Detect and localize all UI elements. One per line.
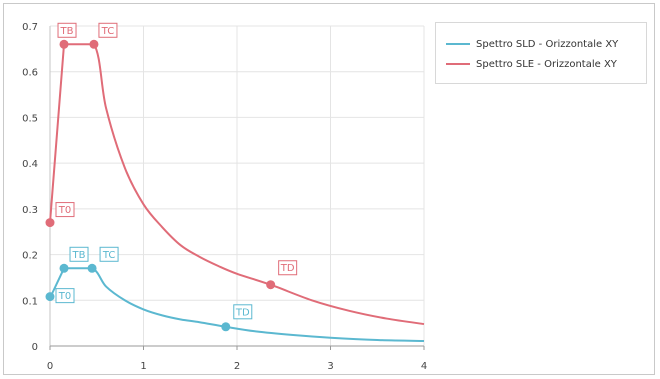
x-tick-label: 0 bbox=[47, 361, 53, 372]
y-tick-label: 0.4 bbox=[22, 159, 38, 170]
legend-item-sld[interactable]: Spettro SLD - Orizzontale XY bbox=[446, 37, 618, 51]
marker-label-box bbox=[278, 260, 298, 276]
marker-label-t0: T0 bbox=[58, 291, 71, 302]
legend-label-sld: Spettro SLD - Orizzontale XY bbox=[476, 38, 619, 50]
marker-tb[interactable] bbox=[59, 39, 69, 49]
legend-swatch-sle bbox=[446, 63, 470, 65]
y-tick-label: 0.2 bbox=[22, 251, 38, 262]
series-lines bbox=[49, 43, 425, 342]
marker-label-tb: TB bbox=[72, 250, 86, 261]
legend-swatch-sld bbox=[446, 43, 470, 45]
marker-tc[interactable] bbox=[87, 263, 97, 273]
marker-tc[interactable] bbox=[89, 39, 99, 49]
y-tick-label: 0.6 bbox=[22, 68, 38, 79]
marker-label-td: TD bbox=[280, 263, 295, 274]
legend-label-sle: Spettro SLE - Orizzontale XY bbox=[476, 58, 617, 70]
marker-label-box bbox=[233, 304, 253, 320]
marker-label-box bbox=[55, 288, 75, 304]
grid bbox=[50, 25, 425, 346]
marker-td[interactable] bbox=[266, 280, 276, 290]
y-tick-label: 0.7 bbox=[22, 22, 38, 33]
marker-label-box bbox=[55, 202, 75, 218]
marker-label-box bbox=[57, 22, 77, 38]
x-tick-label: 2 bbox=[234, 361, 240, 372]
marker-t0[interactable] bbox=[45, 292, 55, 302]
marker-label-box bbox=[69, 246, 89, 262]
marker-label-box bbox=[98, 22, 118, 38]
legend: Spettro SLD - Orizzontale XY Spettro SLE… bbox=[435, 22, 647, 84]
marker-label-tb: TB bbox=[60, 26, 74, 37]
marker-label-tc: TC bbox=[101, 26, 115, 37]
marker-label-tc: TC bbox=[102, 250, 116, 261]
series-markers: T0 TB TC TD T0 TB TC TD bbox=[45, 22, 298, 332]
x-tick-label: 1 bbox=[140, 361, 146, 372]
series-line-sle bbox=[49, 43, 425, 326]
legend-item-sle[interactable]: Spettro SLE - Orizzontale XY bbox=[446, 57, 617, 71]
marker-tb[interactable] bbox=[59, 263, 69, 273]
marker-label-t0: T0 bbox=[58, 205, 71, 216]
marker-td[interactable] bbox=[221, 322, 231, 332]
marker-t0[interactable] bbox=[45, 218, 55, 228]
y-tick-label: 0.3 bbox=[22, 205, 38, 216]
marker-label-td: TD bbox=[235, 307, 250, 318]
y-tick-label: 0 bbox=[32, 342, 38, 353]
y-tick-label: 0.1 bbox=[22, 296, 38, 307]
axes: 0 0.1 0.2 0.3 0.4 0.5 0.6 0.7 0 1 2 3 4 bbox=[22, 22, 427, 372]
x-tick-label: 3 bbox=[327, 361, 333, 372]
x-tick-label: 4 bbox=[421, 361, 427, 372]
y-tick-label: 0.5 bbox=[22, 113, 38, 124]
series-line-sld bbox=[49, 267, 425, 342]
marker-label-box bbox=[99, 246, 119, 262]
